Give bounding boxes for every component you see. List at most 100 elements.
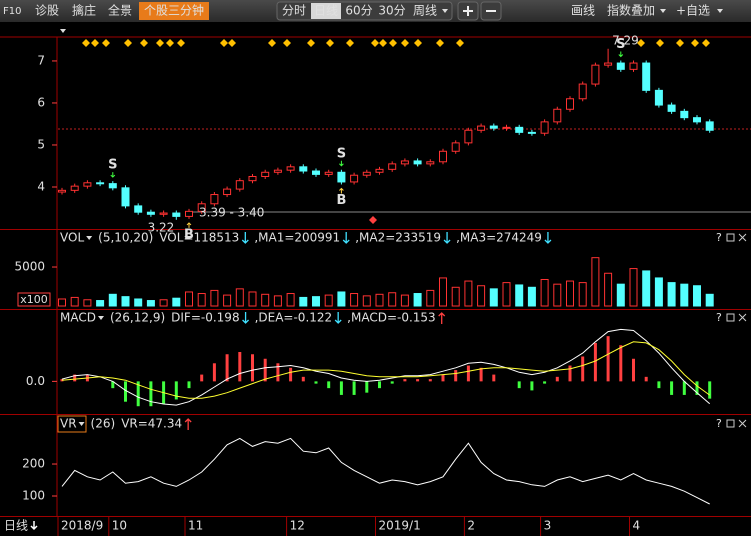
y-tick-label: 200 — [22, 457, 45, 471]
candle-body — [502, 126, 511, 129]
candle-body — [654, 89, 663, 106]
trend-arrow — [242, 312, 250, 324]
candle-body — [642, 62, 651, 91]
candle-body — [705, 121, 714, 131]
period-button[interactable]: 分时 — [282, 4, 306, 18]
x-tick-label: 12 — [290, 519, 305, 533]
menu-caret[interactable] — [60, 29, 66, 33]
y-tick-label: 100 — [22, 489, 45, 503]
toolbar-button[interactable]: 擒庄 — [72, 3, 96, 18]
volume-bar — [375, 293, 384, 307]
help-icon[interactable]: ? — [716, 231, 722, 244]
volume-bar — [400, 294, 409, 307]
signal-diamond — [676, 39, 684, 47]
volume-bar — [108, 293, 117, 307]
volume-bar — [223, 294, 232, 307]
close-icon[interactable] — [738, 419, 747, 428]
toolbar-button[interactable]: 全景 — [108, 3, 132, 18]
toolbar-button[interactable]: 画线 — [571, 4, 595, 18]
indicator-caret[interactable] — [86, 236, 93, 240]
signal-diamond — [268, 39, 276, 47]
trend-arrow — [241, 232, 249, 244]
volume-bar — [312, 296, 320, 307]
price-annotation: 3.39 - 3.40 — [199, 205, 264, 219]
volume-bar — [96, 300, 105, 307]
volume-bar — [146, 300, 155, 307]
signal-diamond — [82, 39, 90, 47]
period-label[interactable]: 日线 — [4, 519, 28, 533]
indicator-caret[interactable] — [78, 422, 85, 426]
y-tick-label: 7 — [37, 53, 45, 67]
volume-bar — [616, 283, 625, 307]
candle-body — [629, 62, 638, 70]
volume-bar — [172, 297, 181, 307]
signal-diamond — [140, 39, 148, 47]
period-button[interactable]: 30分 — [378, 4, 405, 18]
candle-body — [591, 64, 600, 85]
candle-body — [312, 170, 320, 175]
volume-bar — [58, 298, 66, 307]
dropdown-caret[interactable] — [442, 9, 448, 13]
candle-body — [477, 125, 486, 131]
legend-value: ,MA3=274249 — [456, 231, 542, 245]
volume-bar — [629, 268, 638, 307]
feature-button-bg[interactable] — [139, 2, 209, 20]
indicator-name[interactable]: VR — [60, 417, 77, 431]
signal-diamond — [436, 39, 444, 47]
y-tick-label: 4 — [37, 179, 45, 193]
maximize-icon[interactable] — [726, 313, 735, 322]
period-button[interactable]: 60分 — [345, 4, 372, 18]
toolbar-button[interactable]: F10 — [3, 6, 21, 17]
volume-bar — [350, 293, 359, 307]
help-icon[interactable]: ? — [716, 311, 722, 324]
volume-bar — [527, 286, 536, 307]
trend-arrow — [184, 418, 192, 430]
candle-body — [566, 98, 574, 110]
legend-value: ,MA1=200991 — [254, 231, 340, 245]
period-button[interactable]: 周线 — [413, 4, 437, 18]
candle-body — [108, 183, 117, 189]
toolbar-button[interactable]: +自选 — [676, 4, 710, 18]
help-icon[interactable]: ? — [716, 417, 722, 430]
close-icon[interactable] — [738, 233, 747, 242]
candle-body — [400, 160, 409, 165]
candle-body — [578, 83, 587, 100]
signal-diamond — [326, 39, 334, 47]
trend-arrow — [342, 232, 350, 244]
candle-body — [134, 205, 143, 213]
volume-bar — [83, 299, 92, 307]
indicator-name[interactable]: MACD — [60, 311, 96, 325]
x-tick-label: 2019/1 — [379, 519, 421, 533]
toolbar-button[interactable]: 指数叠加 — [607, 3, 655, 18]
candle-body — [540, 121, 549, 134]
volume-bar — [235, 288, 244, 307]
indicator-name[interactable]: VOL — [60, 231, 84, 245]
candle-body — [667, 104, 676, 112]
candle-body — [83, 182, 92, 187]
maximize-icon[interactable] — [726, 233, 735, 242]
volume-bar — [185, 291, 193, 307]
y-tick-label: 6 — [37, 95, 45, 109]
trade-signal: B — [184, 227, 194, 242]
maximize-icon[interactable] — [726, 419, 735, 428]
period-button[interactable]: 日线 — [314, 4, 338, 18]
period-selected[interactable] — [311, 3, 341, 19]
candle-body — [413, 160, 422, 165]
indicator-box[interactable] — [57, 415, 87, 433]
dropdown-caret[interactable] — [660, 9, 666, 13]
candle-body — [527, 131, 536, 134]
zoom-in-icon[interactable] — [463, 6, 473, 16]
dea-line — [61, 341, 710, 399]
volume-bar — [451, 286, 460, 307]
candle-body — [273, 169, 282, 173]
volume-bar — [553, 283, 562, 307]
volume-bar — [248, 291, 257, 307]
dropdown-caret[interactable] — [717, 9, 723, 13]
unit-label: x100 — [20, 293, 48, 306]
close-icon[interactable] — [738, 313, 747, 322]
toolbar-button[interactable]: 诊股 — [35, 4, 59, 18]
price-annotation: 7.29 — [612, 33, 639, 47]
feature-button[interactable]: 个股三分钟 — [144, 3, 204, 18]
indicator-caret[interactable] — [97, 316, 104, 320]
marker — [369, 216, 377, 224]
